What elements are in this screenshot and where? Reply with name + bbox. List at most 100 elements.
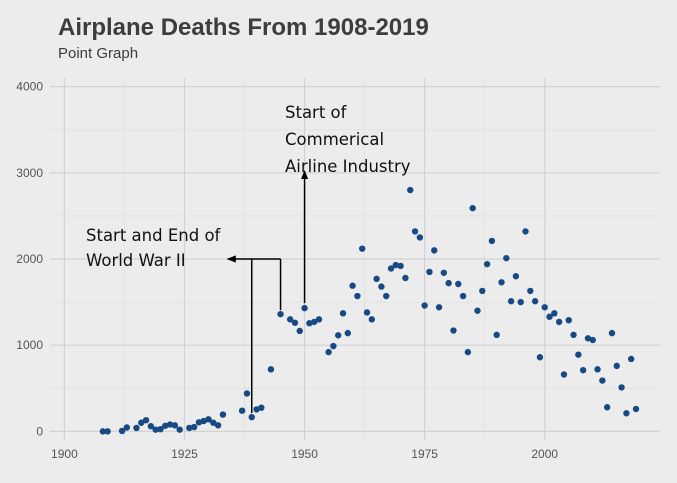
data-point: [560, 371, 568, 378]
x-tick-label: 1925: [171, 447, 198, 461]
data-point: [551, 310, 558, 317]
data-point: [531, 298, 539, 305]
data-point: [426, 268, 433, 276]
data-point: [565, 316, 572, 324]
data-point: [210, 419, 217, 426]
y-tick-label: 1000: [16, 338, 43, 352]
data-point: [344, 329, 351, 337]
data-point: [368, 316, 376, 323]
airline-annotation-text: Commerical: [285, 130, 384, 149]
data-point: [450, 327, 457, 334]
data-point: [147, 423, 155, 430]
data-point: [306, 320, 313, 327]
data-point: [464, 348, 472, 356]
data-point: [219, 411, 227, 418]
data-point: [483, 260, 491, 268]
data-point: [517, 298, 524, 306]
data-point: [363, 309, 371, 316]
data-point: [613, 362, 620, 370]
data-point: [171, 422, 179, 429]
data-point: [541, 304, 548, 311]
data-point: [512, 273, 520, 280]
airline-annotation-text: Airline Industry: [285, 157, 411, 176]
data-point: [411, 228, 419, 235]
data-point: [378, 283, 385, 290]
data-point: [503, 254, 510, 262]
data-point: [339, 310, 347, 317]
data-point: [301, 304, 308, 312]
data-point: [286, 316, 294, 323]
y-tick-label: 3000: [16, 166, 43, 180]
data-point: [258, 404, 265, 411]
data-point: [310, 318, 318, 326]
data-point: [570, 331, 577, 339]
data-point: [200, 417, 207, 425]
data-point: [431, 247, 438, 254]
data-point: [507, 298, 515, 305]
data-point: [603, 404, 611, 411]
data-point: [498, 279, 505, 286]
data-point: [407, 186, 414, 194]
data-point: [152, 426, 159, 433]
data-point: [618, 384, 625, 391]
data-point: [104, 428, 111, 435]
data-point: [359, 245, 366, 252]
data-point: [584, 335, 592, 342]
data-point: [459, 292, 467, 300]
x-tick-label: 1950: [291, 447, 318, 461]
data-point: [142, 416, 150, 424]
data-point: [488, 237, 496, 245]
data-point: [267, 366, 275, 373]
data-point: [479, 287, 486, 295]
data-point: [205, 416, 212, 423]
data-point: [373, 275, 380, 283]
data-point: [190, 423, 198, 431]
ww2-annotation-text: World War II: [86, 251, 186, 270]
data-point: [608, 329, 616, 337]
data-point: [176, 426, 183, 433]
data-point: [248, 413, 255, 421]
data-point: [445, 279, 452, 287]
x-tick-label: 1900: [51, 447, 78, 461]
airline-annotation-text: Start of: [285, 103, 348, 122]
data-point: [291, 319, 299, 326]
data-point: [402, 274, 409, 282]
data-point: [579, 366, 587, 374]
x-tick-label: 2000: [531, 447, 558, 461]
data-point: [253, 406, 260, 413]
data-point: [349, 282, 356, 289]
data-point: [435, 304, 443, 311]
data-point: [594, 366, 601, 373]
data-point: [238, 407, 246, 414]
data-point: [277, 310, 284, 318]
data-point: [474, 307, 481, 314]
data-point: [589, 336, 596, 344]
annotations: Start and End of World War II Start of Comm…: [86, 103, 411, 414]
data-point: [118, 427, 126, 435]
y-tick-label: 4000: [16, 80, 43, 94]
data-point: [536, 354, 544, 361]
y-tick-label: 0: [36, 424, 43, 438]
data-point: [383, 292, 390, 300]
data-point: [243, 390, 251, 397]
data-point: [455, 280, 462, 288]
data-point: [334, 332, 342, 339]
data-point: [166, 421, 174, 428]
ww2-annotation-text: Start and End of: [86, 226, 222, 245]
data-point: [392, 261, 400, 269]
data-point: [599, 377, 606, 384]
data-point: [546, 313, 553, 320]
data-point: [527, 287, 534, 295]
data-point: [493, 331, 500, 339]
data-point: [186, 424, 193, 432]
data-point: [522, 228, 529, 235]
data-points: [99, 186, 640, 435]
data-point: [99, 428, 107, 435]
data-point: [623, 410, 630, 417]
data-point: [162, 422, 169, 429]
data-point: [123, 424, 131, 431]
data-point: [138, 419, 145, 426]
data-point: [330, 342, 337, 350]
